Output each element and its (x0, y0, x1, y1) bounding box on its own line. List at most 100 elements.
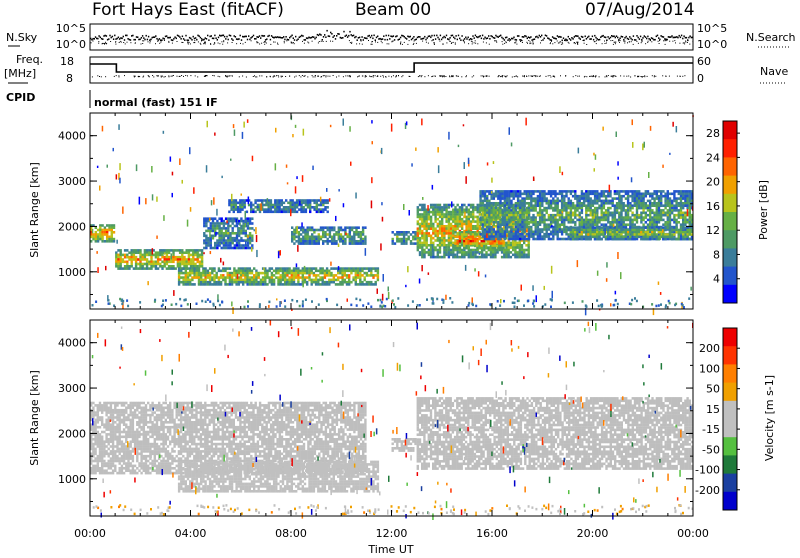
scatter-cell (155, 265, 157, 268)
nsky-point (236, 38, 237, 40)
scatter-cell (468, 220, 470, 223)
scatter-cell (108, 226, 110, 229)
nsky-point (399, 38, 400, 40)
scatter-feature (291, 226, 367, 245)
scatter-cell (430, 223, 432, 226)
scatter-cell (234, 244, 236, 247)
scatter-cell (360, 236, 362, 239)
nsky-point (153, 36, 154, 38)
nsky-point (422, 38, 423, 40)
scatter-cell (470, 216, 472, 219)
scatter-cell (421, 235, 423, 238)
scatter-cell (398, 233, 400, 236)
nsky-point (449, 37, 450, 39)
scatter-cell (289, 206, 291, 209)
nsearch-point (168, 41, 169, 42)
scatter-cell (448, 237, 450, 240)
scatter-cell (537, 221, 539, 224)
scatter-cell (620, 190, 622, 193)
scatter-cell (568, 216, 570, 219)
scatter-cell (484, 223, 486, 226)
nsky-point (220, 35, 221, 37)
scatter-cell (200, 272, 202, 275)
scatter-cell (614, 212, 616, 215)
scatter-cell (519, 216, 521, 219)
scatter-cell (295, 276, 297, 279)
scatter-cell (546, 209, 548, 212)
scatter-cell (516, 254, 518, 257)
scatter-cell (537, 235, 539, 238)
scatter-cell (579, 202, 581, 205)
scatter-cell (202, 274, 204, 277)
nsky-point (218, 37, 219, 39)
scatter-cell (227, 242, 229, 245)
scatter-cell (128, 265, 130, 268)
scatter-cell (506, 193, 508, 196)
scatter-cell (204, 276, 206, 279)
nsearch-point (413, 43, 414, 44)
scatter-cell (236, 237, 238, 240)
scatter-cell (238, 239, 240, 242)
scatter-cell (472, 227, 474, 230)
nsky-point (607, 36, 608, 38)
scatter-cell (497, 190, 499, 193)
nsky-point (118, 37, 119, 39)
scatter-cell (216, 244, 218, 247)
scatter-cell (570, 212, 572, 215)
scatter-cell (535, 223, 537, 226)
scatter-cell (519, 207, 521, 210)
scatter-cell (423, 220, 425, 223)
scatter-cell (218, 222, 220, 225)
scatter-cell (508, 254, 510, 257)
scatter-cell (437, 239, 439, 242)
scatter-cell (318, 233, 320, 236)
scatter-cell (157, 263, 159, 266)
nsky-point (428, 36, 429, 38)
nsearch-point (658, 41, 659, 42)
scatter-cell (303, 206, 305, 209)
scatter-cell (342, 240, 344, 243)
scatter-cell (508, 249, 510, 252)
scatter-cell (175, 258, 177, 261)
nave-point (152, 75, 153, 76)
nsearch-point (606, 40, 607, 41)
scatter-cell (559, 214, 561, 217)
nsearch-point (623, 41, 624, 42)
scatter-cell (530, 200, 532, 203)
nsky-point (651, 37, 652, 39)
scatter-cell (524, 221, 526, 224)
scatter-cell (594, 209, 596, 212)
scatter-cell (576, 207, 578, 210)
scatter-cell (528, 242, 530, 245)
scatter-cell (291, 272, 293, 275)
scatter-cell (182, 272, 184, 275)
scatter-cell (205, 235, 207, 238)
nave-point (289, 76, 290, 77)
scatter-cell (508, 207, 510, 210)
nave-point (148, 75, 149, 76)
scatter-cell (537, 228, 539, 231)
scatter-cell (463, 251, 465, 254)
scatter-cell (316, 206, 318, 209)
nave-point (534, 75, 535, 76)
scatter-cell (223, 232, 225, 235)
scatter-cell (625, 197, 627, 200)
scatter-cell (430, 225, 432, 228)
scatter-cell (535, 233, 537, 236)
nsky-point (448, 39, 449, 41)
scatter-cell (142, 258, 144, 261)
scatter-cell (465, 216, 467, 219)
scatter-cell (565, 238, 567, 241)
scatter-cell (317, 270, 319, 273)
nsky-point (553, 37, 554, 39)
scatter-cell (419, 237, 421, 240)
scatter-cell (486, 226, 488, 229)
scatter-cell (609, 202, 611, 205)
scatter-cell (484, 233, 486, 236)
nsearch-point (496, 42, 497, 43)
scatter-cell (277, 279, 279, 282)
scatter-cell (513, 212, 515, 215)
scatter-cell (535, 221, 537, 224)
scatter-cell (183, 263, 185, 266)
scatter-cell (493, 238, 495, 241)
